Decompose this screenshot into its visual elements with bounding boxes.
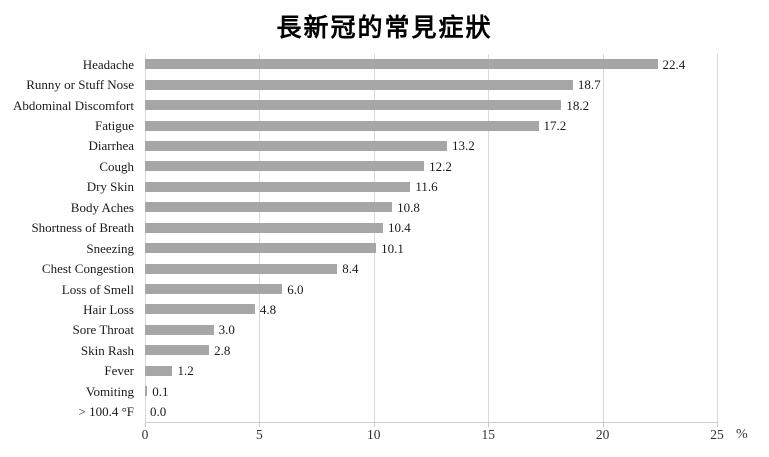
value-label: 3.0 [218,322,235,338]
bar-row: 6.0 [145,279,717,299]
bar [145,263,338,274]
bar-row: 10.8 [145,197,717,217]
bar-row: 10.4 [145,218,717,238]
x-tick-mark [602,422,604,427]
category-label: Headache [82,56,134,72]
category-label: Vomiting [85,383,134,399]
category-axis: Headache Runny or Stuff Nose Abdominal Dis… [0,54,140,422]
value-label: 10.4 [387,220,411,236]
value-label: 22.4 [662,56,686,72]
value-label: 17.2 [543,118,567,134]
value-label: 13.2 [452,138,475,154]
category-label: Body Aches [70,199,134,215]
x-tick-mark [488,422,490,427]
value-label: 10.1 [381,240,404,256]
category-label: Sneezing [86,240,134,256]
category-label: Sore Throat [72,322,135,338]
category-label: Fatigue [95,118,134,134]
bar-row: 4.8 [145,299,717,319]
value-label: 0.0 [150,404,167,420]
bar [145,79,573,90]
bar-row: 3.0 [145,320,717,340]
value-label: 18.2 [566,97,590,113]
value-label: 0.1 [152,383,169,399]
chart-title: 長新冠的常見症狀 [276,14,493,42]
gridline [373,54,375,422]
bar-row: 18.7 [145,74,717,94]
bar [145,365,173,376]
category-label: Runny or Stuff Nose [26,77,134,93]
bar [145,59,658,70]
category-label: Hair Loss [83,301,134,317]
category-label: Dry Skin [86,179,134,195]
bar-row: 13.2 [145,136,717,156]
bar [145,100,562,111]
gridline [259,54,261,422]
plot-area: 22.4 18.7 18.2 17.2 13.2 12.2 11.6 10.8 10.4 10.1… [145,54,718,427]
x-axis: % 0 5 10 15 20 25 [0,425,769,447]
category-label: > 100.4 °F [78,404,134,420]
bar [145,243,377,254]
value-label: 18.7 [577,77,601,93]
gridline [717,54,718,422]
category-label: Chest Congestion [41,261,134,277]
category-label: Cough [99,158,134,174]
category-label: Fever [104,363,134,379]
bar-row: 0.1 [145,381,717,401]
bar [145,386,148,397]
category-label: Shortness of Breath [31,220,134,236]
bar [145,222,383,233]
value-label: 2.8 [214,342,231,358]
gridline [488,54,490,422]
bar-row: 17.2 [145,115,717,135]
bar [145,304,255,315]
x-tick-label: 0 [141,427,149,442]
bar-row: 0.0 [145,401,717,421]
value-label: 8.4 [342,261,359,277]
x-tick-label: 10 [367,427,381,442]
bar [145,345,210,356]
bar-row: 1.2 [145,361,717,381]
value-label: 1.2 [177,363,194,379]
gridline [602,54,604,422]
value-label: 4.8 [259,301,277,317]
value-label: 12.2 [429,158,452,174]
value-label: 11.6 [415,179,438,195]
bar [145,120,539,131]
x-tick-label: 25 [710,427,724,442]
bar [145,284,283,295]
x-axis-unit-label: % [736,427,748,442]
bar [145,324,214,335]
bar-row: 11.6 [145,177,717,197]
bar [145,181,411,192]
x-tick-label: 5 [256,427,263,442]
bar [145,202,393,213]
bar-row: 2.8 [145,340,717,360]
bar [145,161,425,172]
value-label: 6.0 [287,281,304,297]
value-label: 10.8 [397,199,420,215]
bar-row: 8.4 [145,258,717,278]
category-label: Skin Rash [80,342,134,358]
x-tick-label: 15 [481,427,495,442]
bar-rows: 22.4 18.7 18.2 17.2 13.2 12.2 11.6 10.8 10.4 10.1… [145,54,717,422]
x-tick-label: 20 [595,427,610,442]
bar-row: 22.4 [145,54,717,74]
gridline [145,54,146,422]
bar-row: 10.1 [145,238,717,258]
bar [145,140,448,151]
category-label: Loss of Smell [61,281,134,297]
x-tick-mark [259,422,261,427]
x-tick-mark [373,422,375,427]
bar-row: 18.2 [145,95,717,115]
bar-row: 12.2 [145,156,717,176]
x-tick-mark [145,422,146,427]
category-label: Diarrhea [88,138,134,154]
category-label: Abdominal Discomfort [13,97,134,113]
x-tick-mark [717,422,718,427]
